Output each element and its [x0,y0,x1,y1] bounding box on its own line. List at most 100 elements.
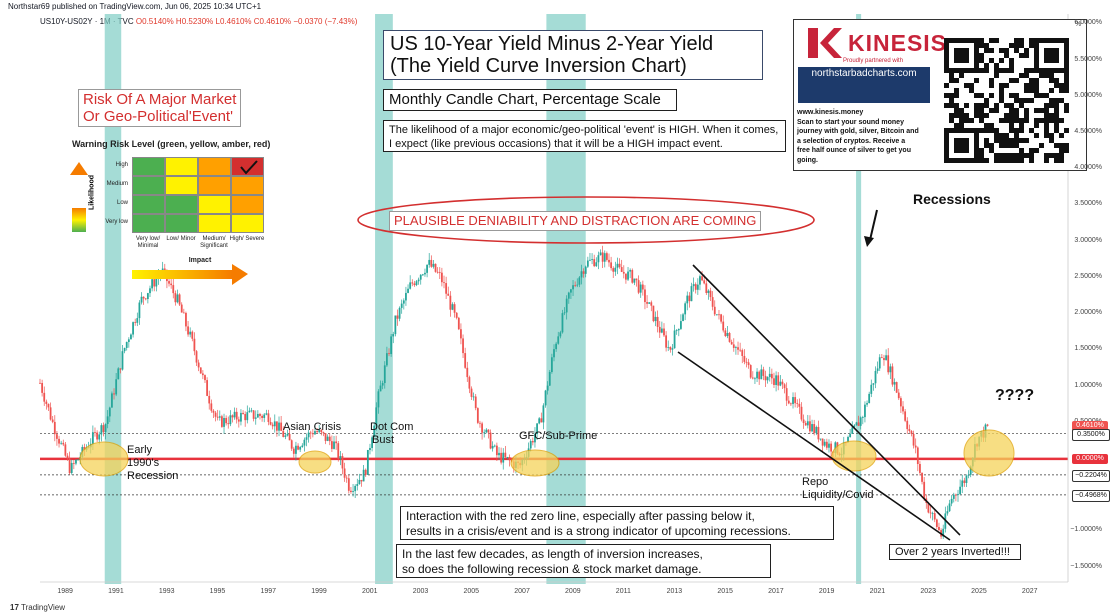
candle-body [326,436,329,441]
qr-module [949,93,954,98]
x-tick-label: 1991 [108,588,124,595]
candle-body [75,459,77,464]
qr-module [994,128,999,133]
risk-title-line2: Or Geo-Political'Event' [83,108,233,125]
candle-body [821,438,824,446]
qr-module [989,93,994,98]
qr-module [1014,78,1019,83]
recessions-label: Recessions [913,191,991,207]
candle-body [58,438,60,444]
qr-module [1009,108,1014,113]
candle-body [261,415,263,418]
qr-module [1004,68,1009,73]
candle-body [138,302,141,319]
candle-body [49,407,52,420]
candle-body [508,457,511,461]
candle-body [231,415,234,418]
candle-body [631,270,634,283]
qr-module [999,153,1004,158]
candle-body [857,422,860,426]
price-tag: −0.2204% [1072,469,1110,482]
symbol-bar: US10Y-US02Y · 1M · TVC O0.5140% H0.5230%… [40,17,357,26]
candle-body [98,434,101,440]
y-axis-unit: % [1075,21,1082,28]
candle-body [504,452,507,458]
qr-module [954,113,959,118]
candle-body [889,366,892,373]
qr-module [1019,138,1024,143]
candle-body [413,283,416,286]
candle-body [893,382,896,385]
kinesis-ad[interactable]: KINESIS Proudly partnered with northstar… [793,19,1087,171]
qr-module [994,38,999,43]
candle-body [455,312,458,318]
candle-body [705,283,708,293]
qr-module [1034,108,1039,113]
qr-code-icon[interactable] [944,38,1069,163]
qr-module [1009,128,1014,133]
candle-body [614,267,617,272]
qr-module [979,43,984,48]
early-1990-label: Early 1990's Recession [127,444,178,483]
candle-body [371,437,373,448]
candle-body [819,438,822,440]
matrix-cell [198,214,231,233]
interaction-line: results in a crisis/event and is a stron… [406,524,791,538]
kinesis-text-line: journey with gold, silver, Bitcoin and [797,128,919,135]
qr-module [1029,68,1034,73]
candle-body [779,381,782,386]
candle-body [542,405,545,423]
qr-module [1054,123,1059,128]
candle-body [625,273,627,280]
candle-body [671,348,674,350]
qr-module [1029,153,1034,158]
candle-body [398,307,401,319]
candle-body [111,393,113,408]
candle-body [550,357,553,372]
candle-body [851,427,854,434]
y-tick-label: 5.5000% [1074,55,1102,63]
qr-module [1019,123,1024,128]
candle-body [942,528,945,537]
kinesis-site: northstarbadcharts.com [811,68,917,79]
x-tick-label: 2019 [818,588,835,595]
qr-module [994,108,999,113]
candle-body [680,321,682,329]
candle-body [470,388,473,397]
candle-body [605,253,608,260]
candle-body [445,283,448,294]
candle-body [798,403,801,407]
qr-module [1024,88,1029,93]
tradingview-text: TradingView [20,603,66,612]
y-tick-label: 3.5000% [1074,200,1102,208]
qr-module [1044,153,1049,158]
qr-module [1059,133,1064,138]
qr-module [979,38,984,43]
qr-module [1064,78,1069,83]
qr-module [999,133,1004,138]
symbol-name[interactable]: US10Y-US02Y · 1M · TVC [40,17,134,26]
candle-body [278,422,280,431]
tradingview-logo[interactable]: 17 TradingView [10,603,66,612]
matrix-cell [165,195,198,214]
candle-body [663,328,665,336]
candle-body [121,351,124,370]
candle-body [675,330,678,332]
candle-body [276,421,278,431]
candle-body [914,445,917,448]
candle-body [381,383,384,386]
qr-module [989,38,994,43]
candle-body [608,259,610,263]
candle-body [375,407,378,426]
qr-module [984,158,989,163]
title-line2: (The Yield Curve Inversion Chart) [390,55,687,77]
kinesis-site-badge[interactable]: northstarbadcharts.com ★ ★ ★ ★ ★ ☑ [798,67,930,146]
candle-body [574,285,577,287]
candle-body [954,494,957,496]
candle-body [426,264,428,273]
qr-module [1064,128,1069,133]
candle-body [407,288,409,293]
candle-body [221,416,223,427]
candle-body [610,262,613,269]
candle-body [946,511,949,514]
